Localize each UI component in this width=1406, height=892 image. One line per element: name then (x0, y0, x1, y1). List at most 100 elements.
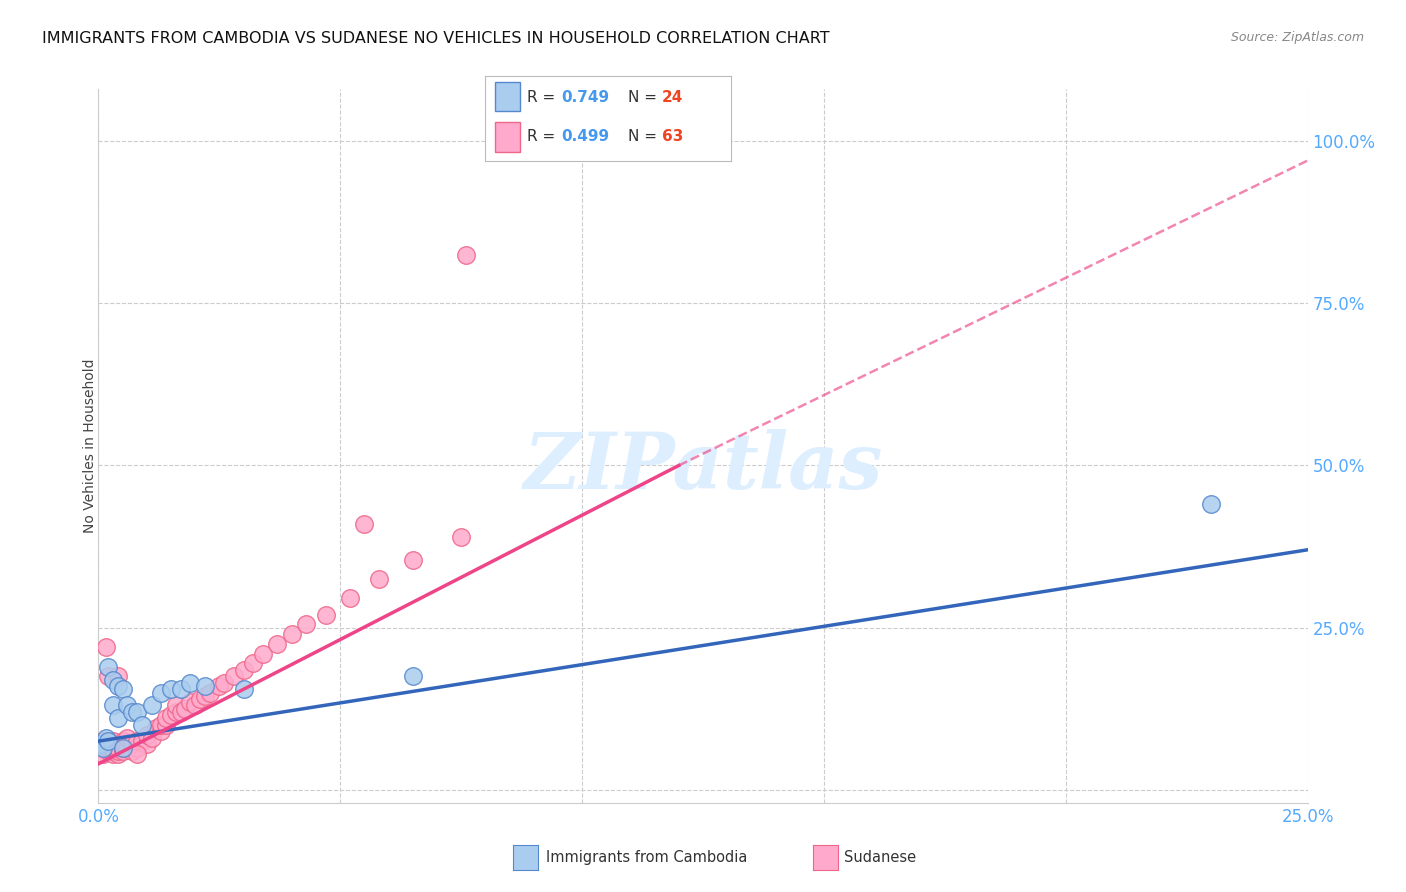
Point (117, 740, 139, 755)
Text: Source: ZipAtlas.com: Source: ZipAtlas.com (1230, 31, 1364, 45)
Point (107, 740, 129, 755)
Point (121, 738, 143, 752)
Point (127, 740, 149, 755)
Point (155, 718, 177, 732)
Point (101, 744, 124, 758)
Point (179, 675, 201, 690)
Point (111, 740, 134, 755)
Point (121, 705, 143, 719)
Point (179, 695, 201, 709)
Text: 24: 24 (662, 89, 683, 104)
Point (368, 572, 391, 586)
Point (198, 685, 221, 699)
Point (232, 682, 254, 697)
Text: Sudanese: Sudanese (844, 850, 915, 864)
Point (402, 552, 425, 566)
Point (131, 734, 153, 748)
Point (97, 734, 120, 748)
Text: 0.749: 0.749 (561, 89, 609, 104)
Point (111, 682, 134, 697)
Point (184, 698, 207, 713)
Point (111, 738, 134, 752)
Point (160, 708, 183, 723)
Point (97, 744, 120, 758)
Point (111, 744, 134, 758)
Bar (495, 82, 520, 112)
Point (160, 682, 183, 697)
Point (1199, 497, 1222, 511)
Point (94, 740, 117, 755)
Point (150, 685, 173, 699)
Point (232, 663, 254, 677)
Point (222, 669, 245, 683)
Point (315, 607, 337, 622)
Point (145, 721, 167, 735)
Point (165, 698, 187, 713)
Text: IMMIGRANTS FROM CAMBODIA VS SUDANESE NO VEHICLES IN HOUSEHOLD CORRELATION CHART: IMMIGRANTS FROM CAMBODIA VS SUDANESE NO … (42, 31, 830, 46)
Point (94, 731, 117, 745)
Point (117, 731, 139, 745)
Point (169, 682, 191, 697)
Text: R =: R = (527, 129, 560, 145)
Text: Immigrants from Cambodia: Immigrants from Cambodia (546, 850, 747, 864)
Point (121, 744, 143, 758)
Point (281, 627, 304, 641)
Point (402, 669, 425, 683)
Text: R =: R = (527, 89, 560, 104)
Point (150, 724, 173, 739)
Point (107, 747, 129, 761)
Point (188, 692, 211, 706)
Point (450, 530, 472, 544)
Point (208, 679, 231, 693)
Point (101, 734, 124, 748)
Point (141, 731, 163, 745)
Point (91, 747, 114, 761)
Point (454, 247, 477, 261)
Point (169, 705, 191, 719)
Y-axis label: No Vehicles in Household: No Vehicles in Household (83, 359, 97, 533)
Point (141, 698, 163, 713)
Point (101, 698, 124, 713)
Text: N =: N = (627, 89, 662, 104)
Point (127, 705, 149, 719)
Point (127, 734, 149, 748)
Point (212, 675, 235, 690)
Point (135, 728, 157, 742)
Point (107, 744, 129, 758)
Point (150, 718, 173, 732)
Point (242, 657, 264, 671)
Point (266, 637, 288, 651)
Point (97, 659, 120, 673)
Point (101, 673, 124, 687)
Point (165, 705, 187, 719)
Point (97, 669, 120, 683)
Point (127, 747, 149, 761)
Point (194, 689, 217, 703)
Point (91, 740, 114, 755)
Point (90, 738, 112, 752)
Point (101, 740, 124, 755)
Point (295, 617, 318, 632)
Point (107, 679, 129, 693)
Point (131, 718, 153, 732)
Point (97, 740, 120, 755)
Point (174, 702, 197, 716)
Point (94, 640, 117, 654)
Text: N =: N = (627, 129, 662, 145)
Point (117, 698, 139, 713)
Text: 0.499: 0.499 (561, 129, 609, 145)
Point (111, 734, 134, 748)
Point (155, 711, 177, 725)
Point (91, 734, 114, 748)
Point (111, 740, 134, 755)
Point (107, 669, 129, 683)
Point (339, 591, 361, 606)
Point (353, 516, 375, 531)
Point (252, 647, 274, 661)
Point (90, 740, 112, 755)
Point (194, 679, 217, 693)
Text: ZIPatlas: ZIPatlas (523, 429, 883, 506)
Bar (495, 122, 520, 152)
Point (107, 711, 129, 725)
Point (101, 747, 124, 761)
